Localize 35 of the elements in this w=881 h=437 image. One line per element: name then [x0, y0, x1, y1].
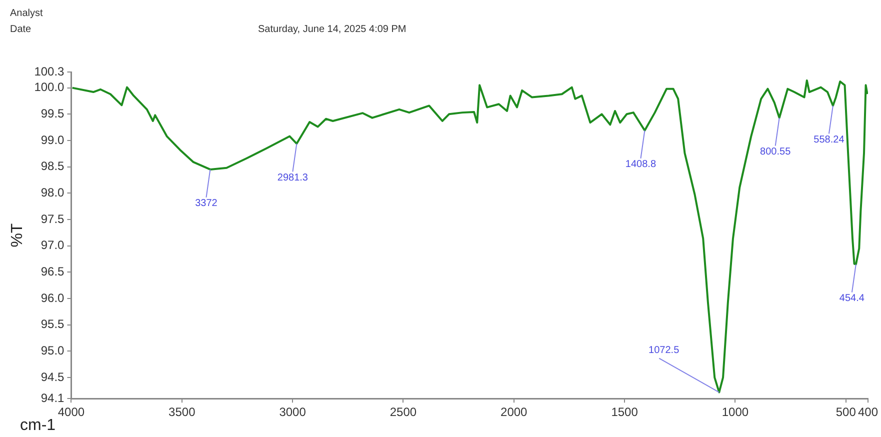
text: Date	[10, 24, 32, 35]
x-axis-title: cm-1	[20, 417, 56, 434]
annotation: 2981.3	[277, 172, 308, 184]
annotation: 1072.5	[648, 345, 680, 356]
annotation: 1408.8	[625, 159, 656, 170]
annotation: 454.4	[839, 293, 865, 304]
y-tick-label: 97.0	[40, 238, 65, 252]
text: Saturday, June 14, 2025 4:09 PM	[258, 24, 406, 35]
y-tick-label: 95.0	[40, 344, 65, 358]
x-tick-label: 500	[836, 405, 856, 420]
y-tick-label: 98.0	[40, 185, 65, 200]
x-tick-label: 1500	[611, 405, 638, 420]
annotation: 3372	[195, 198, 218, 210]
y-tick-label: 99.0	[40, 132, 65, 147]
y-tick-label: 97.5	[40, 212, 65, 226]
annotation: 558.24	[814, 134, 845, 146]
y-tick-label: 94.1	[40, 390, 65, 405]
annotation: 800.55	[760, 146, 792, 158]
y-tick-label: 99.5	[40, 106, 65, 120]
y-tick-label: 95.5	[40, 317, 65, 332]
text: Analyst	[10, 8, 43, 19]
x-tick-label: 4000	[58, 405, 85, 420]
x-tick-label: 2500	[390, 405, 417, 420]
x-tick-label: 400	[858, 405, 878, 420]
y-tick-label: 94.5	[40, 370, 65, 384]
x-tick-label: 3500	[168, 405, 196, 420]
y-tick-label: 98.5	[40, 159, 65, 174]
x-tick-label: 3000	[279, 405, 306, 420]
x-tick-label: 2000	[500, 405, 528, 420]
y-tick-label: 96.0	[40, 290, 65, 305]
y-axis-title: %T	[9, 223, 26, 248]
y-tick-label: 100.0	[34, 80, 65, 94]
y-tick-label: 100.3	[34, 64, 65, 78]
y-tick-label: 96.5	[40, 264, 65, 278]
x-tick-label: 1000	[722, 405, 749, 420]
